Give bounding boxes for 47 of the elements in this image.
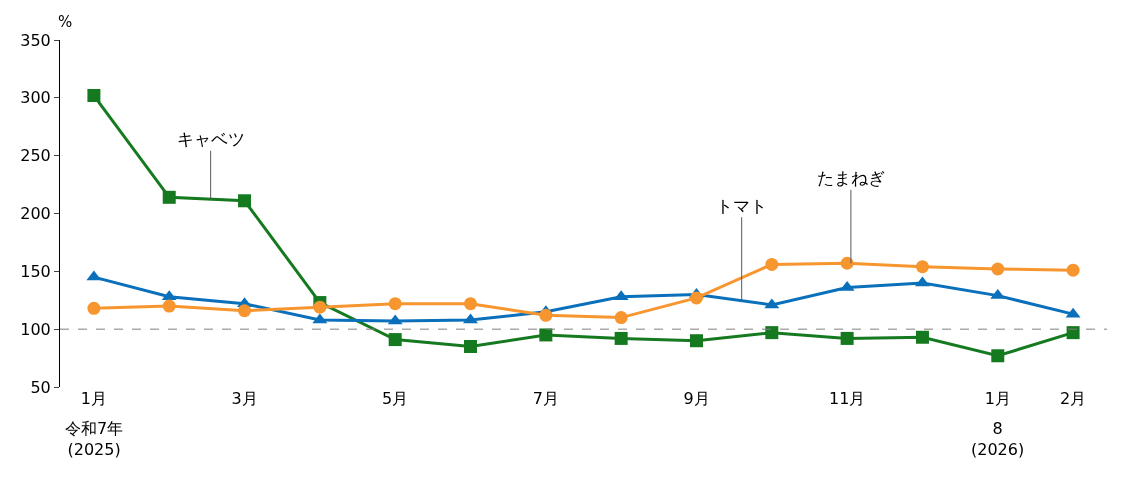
point [840,331,854,345]
point [915,330,929,344]
point [915,260,929,274]
y-axis-title: % [58,13,73,31]
y-tick-label: 200 [20,204,51,224]
point [991,349,1005,363]
y-tick-label: 300 [20,88,51,108]
text: たまねぎ [817,168,885,188]
point [87,301,101,315]
y-tick-label: 250 [20,146,51,166]
text: キャベツ [177,129,245,149]
point [539,328,553,342]
x-tick-label: 7月 [532,389,559,408]
point [388,297,402,311]
text: 令和7年 (2025) [65,419,124,459]
point [765,257,779,271]
y-tick-label: 350 [20,30,51,50]
point [87,89,101,103]
point [614,311,628,325]
point [765,326,779,340]
point [1066,263,1080,277]
point [614,331,628,345]
point [689,334,703,348]
point [238,194,252,208]
y-tick-label: 100 [20,319,51,339]
x-tick-label: 11月 [828,389,866,408]
x-tick-label: 9月 [683,389,710,408]
x-tick-label: 1月 [984,389,1011,408]
y-tick-label: 150 [20,261,51,281]
point [388,333,402,347]
point [690,291,703,305]
x-tick-label: 2月 [1060,389,1087,408]
x-tick-label: 1月 [80,389,107,408]
point [991,262,1005,276]
x-tick-label: 3月 [231,389,258,408]
y-tick-label: 50 [30,377,51,397]
point [238,304,252,318]
point [162,299,176,313]
point [162,190,176,204]
text: トマト [716,196,767,216]
point [464,297,478,311]
point [539,308,553,322]
point [464,340,478,354]
point [313,300,327,314]
text: 8 (2026) [971,419,1025,459]
x-tick-label: 5月 [382,389,409,408]
point [1066,326,1080,340]
